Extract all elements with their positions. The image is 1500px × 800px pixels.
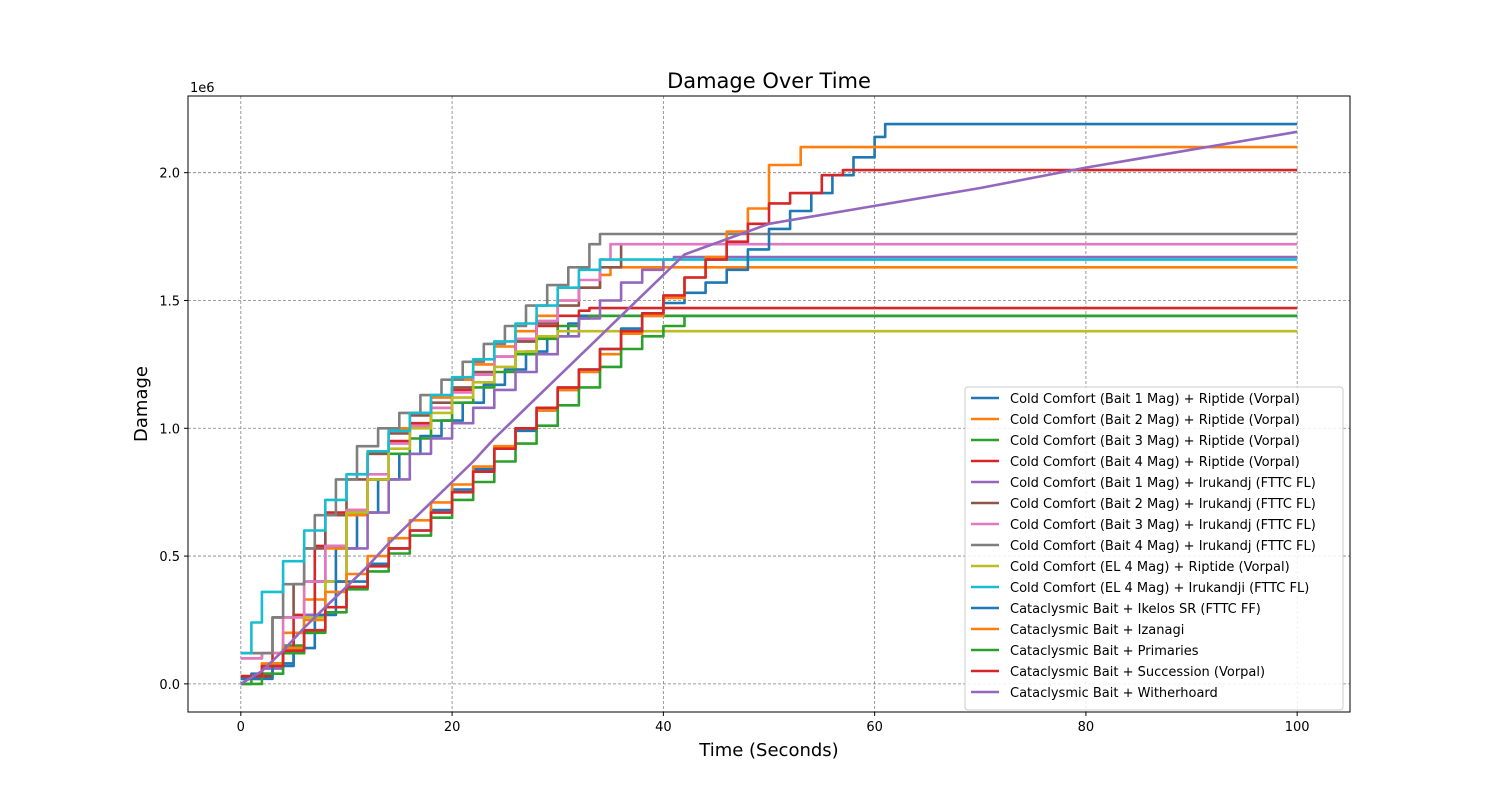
y-tick-label: 0.5 [159,550,180,565]
y-tick-label: 2.0 [159,167,180,182]
series-line-15 [240,130,1298,686]
legend-label: Cataclysmic Bait + Witherhoard [1010,686,1218,701]
series-line-7 [240,242,1298,660]
chart-title: Damage Over Time [667,69,871,93]
series-line-10 [240,258,1298,655]
y-tick-label: 1.0 [159,422,180,437]
legend-label: Cold Comfort (Bait 2 Mag) + Riptide (Vor… [1010,413,1300,428]
legend-label: Cold Comfort (Bait 1 Mag) + Riptide (Vor… [1010,392,1300,407]
y-tick-label: 1.5 [159,294,180,309]
legend-label: Cataclysmic Bait + Ikelos SR (FTTC FF) [1010,602,1261,617]
plot-frame [187,95,1351,713]
x-axis-label: Time (Seconds) [698,740,838,761]
x-tick-label: 80 [1078,720,1095,735]
legend-box [964,386,1344,711]
x-axis-ticks: 0 20 40 60 80 100 [237,712,1310,735]
legend-label: Cataclysmic Bait + Succession (Vorpal) [1010,665,1265,680]
legend-label: Cold Comfort (EL 4 Mag) + Riptide (Vorpa… [1010,560,1290,575]
legend-label: Cold Comfort (Bait 3 Mag) + Riptide (Vor… [1010,434,1300,449]
x-tick-label: 20 [444,720,461,735]
x-tick-label: 40 [655,720,672,735]
series-layer [240,122,1298,686]
y-tick-label: 0.0 [159,678,180,693]
x-tick-label: 60 [866,720,883,735]
series-line-8 [240,232,1298,655]
y-axis-label: Damage [131,366,152,442]
legend-label: Cold Comfort (Bait 1 Mag) + Irukandj (FT… [1010,476,1316,491]
y-axis-offset-label: 1e6 [190,81,215,96]
legend-label: Cold Comfort (Bait 3 Mag) + Irukandj (FT… [1010,518,1316,533]
x-tick-label: 100 [1285,720,1310,735]
y-axis-ticks: 0.0 0.5 1.0 1.5 2.0 [159,167,188,693]
legend-label: Cataclysmic Bait + Primaries [1010,644,1199,659]
legend: Cold Comfort (Bait 1 Mag) + Riptide (Vor… [964,386,1344,711]
x-tick-label: 0 [237,720,245,735]
legend-label: Cold Comfort (Bait 4 Mag) + Irukandj (FT… [1010,539,1316,554]
legend-label: Cold Comfort (EL 4 Mag) + Irukandji (FTT… [1010,581,1309,596]
legend-label: Cold Comfort (Bait 4 Mag) + Riptide (Vor… [1010,455,1300,470]
legend-label: Cold Comfort (Bait 2 Mag) + Irukandj (FT… [1010,497,1316,512]
legend-label: Cataclysmic Bait + Izanagi [1010,623,1184,638]
